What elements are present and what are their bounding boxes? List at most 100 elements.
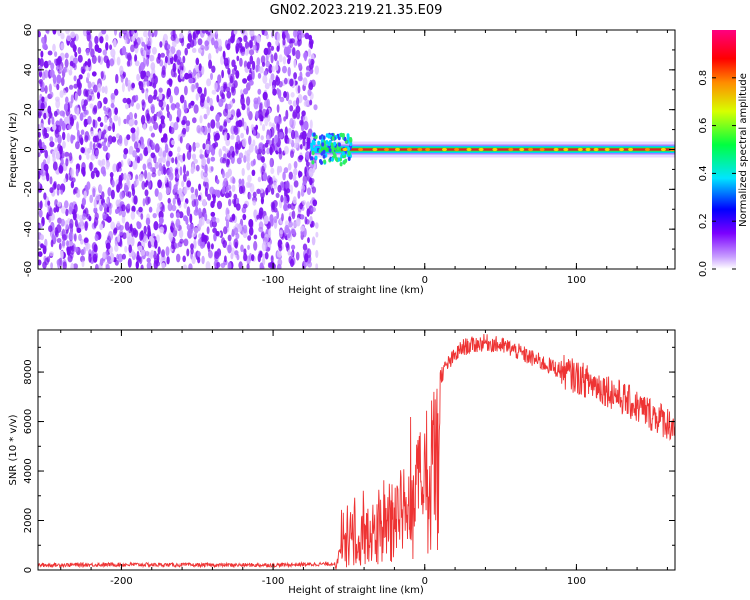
noise-speckle — [186, 43, 191, 49]
noise-speckle — [60, 250, 64, 260]
noise-speckle — [127, 158, 131, 166]
noise-speckle — [297, 62, 303, 69]
burst-speckle — [336, 145, 340, 151]
noise-speckle — [38, 122, 45, 131]
noise-speckle — [207, 250, 214, 259]
noise-speckle — [252, 60, 256, 71]
noise-speckle — [198, 63, 202, 72]
noise-speckle — [38, 240, 41, 247]
noise-speckle — [164, 175, 168, 185]
noise-speckle — [251, 169, 256, 176]
noise-speckle — [134, 119, 138, 126]
noise-speckle — [284, 77, 288, 85]
noise-speckle — [310, 206, 316, 213]
noise-speckle — [124, 245, 128, 253]
noise-speckle — [73, 75, 77, 82]
noise-speckle — [95, 170, 100, 178]
noise-speckle — [166, 104, 170, 113]
noise-speckle — [50, 91, 54, 98]
noise-speckle — [77, 188, 80, 195]
noise-speckle — [64, 52, 69, 59]
noise-speckle — [99, 223, 104, 231]
noise-speckle — [130, 30, 134, 35]
noise-speckle — [210, 72, 213, 81]
noise-speckle — [191, 232, 197, 238]
noise-speckle — [236, 157, 242, 165]
noise-speckle — [127, 79, 131, 86]
noise-speckle — [240, 96, 245, 106]
noise-speckle — [315, 249, 319, 259]
noise-speckle — [52, 183, 57, 190]
noise-speckle — [112, 163, 117, 173]
noise-speckle — [126, 60, 131, 67]
noise-speckle — [264, 82, 270, 90]
noise-speckle — [179, 94, 185, 104]
noise-speckle — [246, 61, 251, 70]
noise-speckle — [89, 103, 94, 109]
noise-speckle — [253, 240, 258, 251]
noise-speckle — [92, 135, 98, 143]
noise-speckle — [202, 171, 208, 178]
burst-speckle — [313, 147, 317, 152]
noise-speckle — [60, 32, 65, 40]
noise-speckle — [258, 142, 264, 150]
colorbar-tick-label: 0.0 — [698, 261, 709, 277]
noise-speckle — [226, 213, 231, 221]
noise-speckle — [204, 212, 208, 222]
noise-speckle — [233, 193, 238, 200]
noise-speckle — [185, 216, 189, 225]
noise-speckle — [223, 131, 228, 142]
noise-speckle — [128, 119, 134, 127]
noise-speckle — [283, 167, 289, 174]
noise-speckle — [127, 191, 132, 199]
noise-speckle — [52, 74, 57, 85]
noise-speckle — [292, 47, 296, 57]
noise-speckle — [267, 41, 272, 48]
noise-speckle — [190, 243, 194, 250]
noise-speckle — [38, 170, 41, 180]
noise-speckle — [290, 150, 294, 159]
noise-speckle — [186, 180, 192, 188]
noise-speckle — [150, 132, 155, 138]
noise-speckle — [216, 261, 221, 268]
noise-speckle — [102, 251, 106, 260]
noise-speckle — [208, 124, 211, 134]
noise-speckle — [84, 109, 89, 116]
noise-speckle — [266, 184, 271, 193]
noise-speckle — [216, 94, 220, 103]
noise-speckle — [247, 244, 250, 251]
noise-speckle — [297, 190, 301, 199]
noise-speckle — [66, 246, 70, 253]
noise-speckle — [305, 161, 310, 167]
noise-speckle — [246, 107, 251, 117]
noise-speckle — [145, 48, 151, 56]
noise-speckle — [56, 83, 60, 91]
noise-speckle — [109, 252, 115, 263]
noise-speckle — [135, 261, 139, 269]
y-tick-label: 4000 — [23, 458, 34, 483]
noise-speckle — [200, 93, 206, 104]
noise-speckle — [236, 112, 240, 118]
noise-speckle — [88, 215, 92, 222]
noise-speckle — [183, 202, 187, 209]
noise-speckle — [178, 229, 184, 239]
burst-speckle — [349, 141, 353, 147]
noise-speckle — [118, 174, 123, 185]
noise-speckle — [209, 105, 214, 112]
noise-speckle — [38, 65, 43, 73]
noise-speckle — [97, 83, 102, 93]
noise-speckle — [196, 72, 200, 79]
noise-speckle — [289, 78, 294, 87]
noise-speckle — [309, 40, 313, 50]
noise-speckle — [150, 77, 155, 88]
noise-speckle — [116, 184, 121, 193]
noise-speckle — [233, 30, 238, 35]
band-blob — [619, 147, 624, 152]
noise-speckle — [277, 184, 282, 193]
noise-speckle — [66, 240, 70, 247]
noise-speckle — [252, 44, 258, 51]
noise-speckle — [193, 239, 197, 249]
noise-speckle — [190, 194, 197, 200]
noise-speckle — [121, 45, 127, 56]
noise-speckle — [268, 121, 272, 127]
